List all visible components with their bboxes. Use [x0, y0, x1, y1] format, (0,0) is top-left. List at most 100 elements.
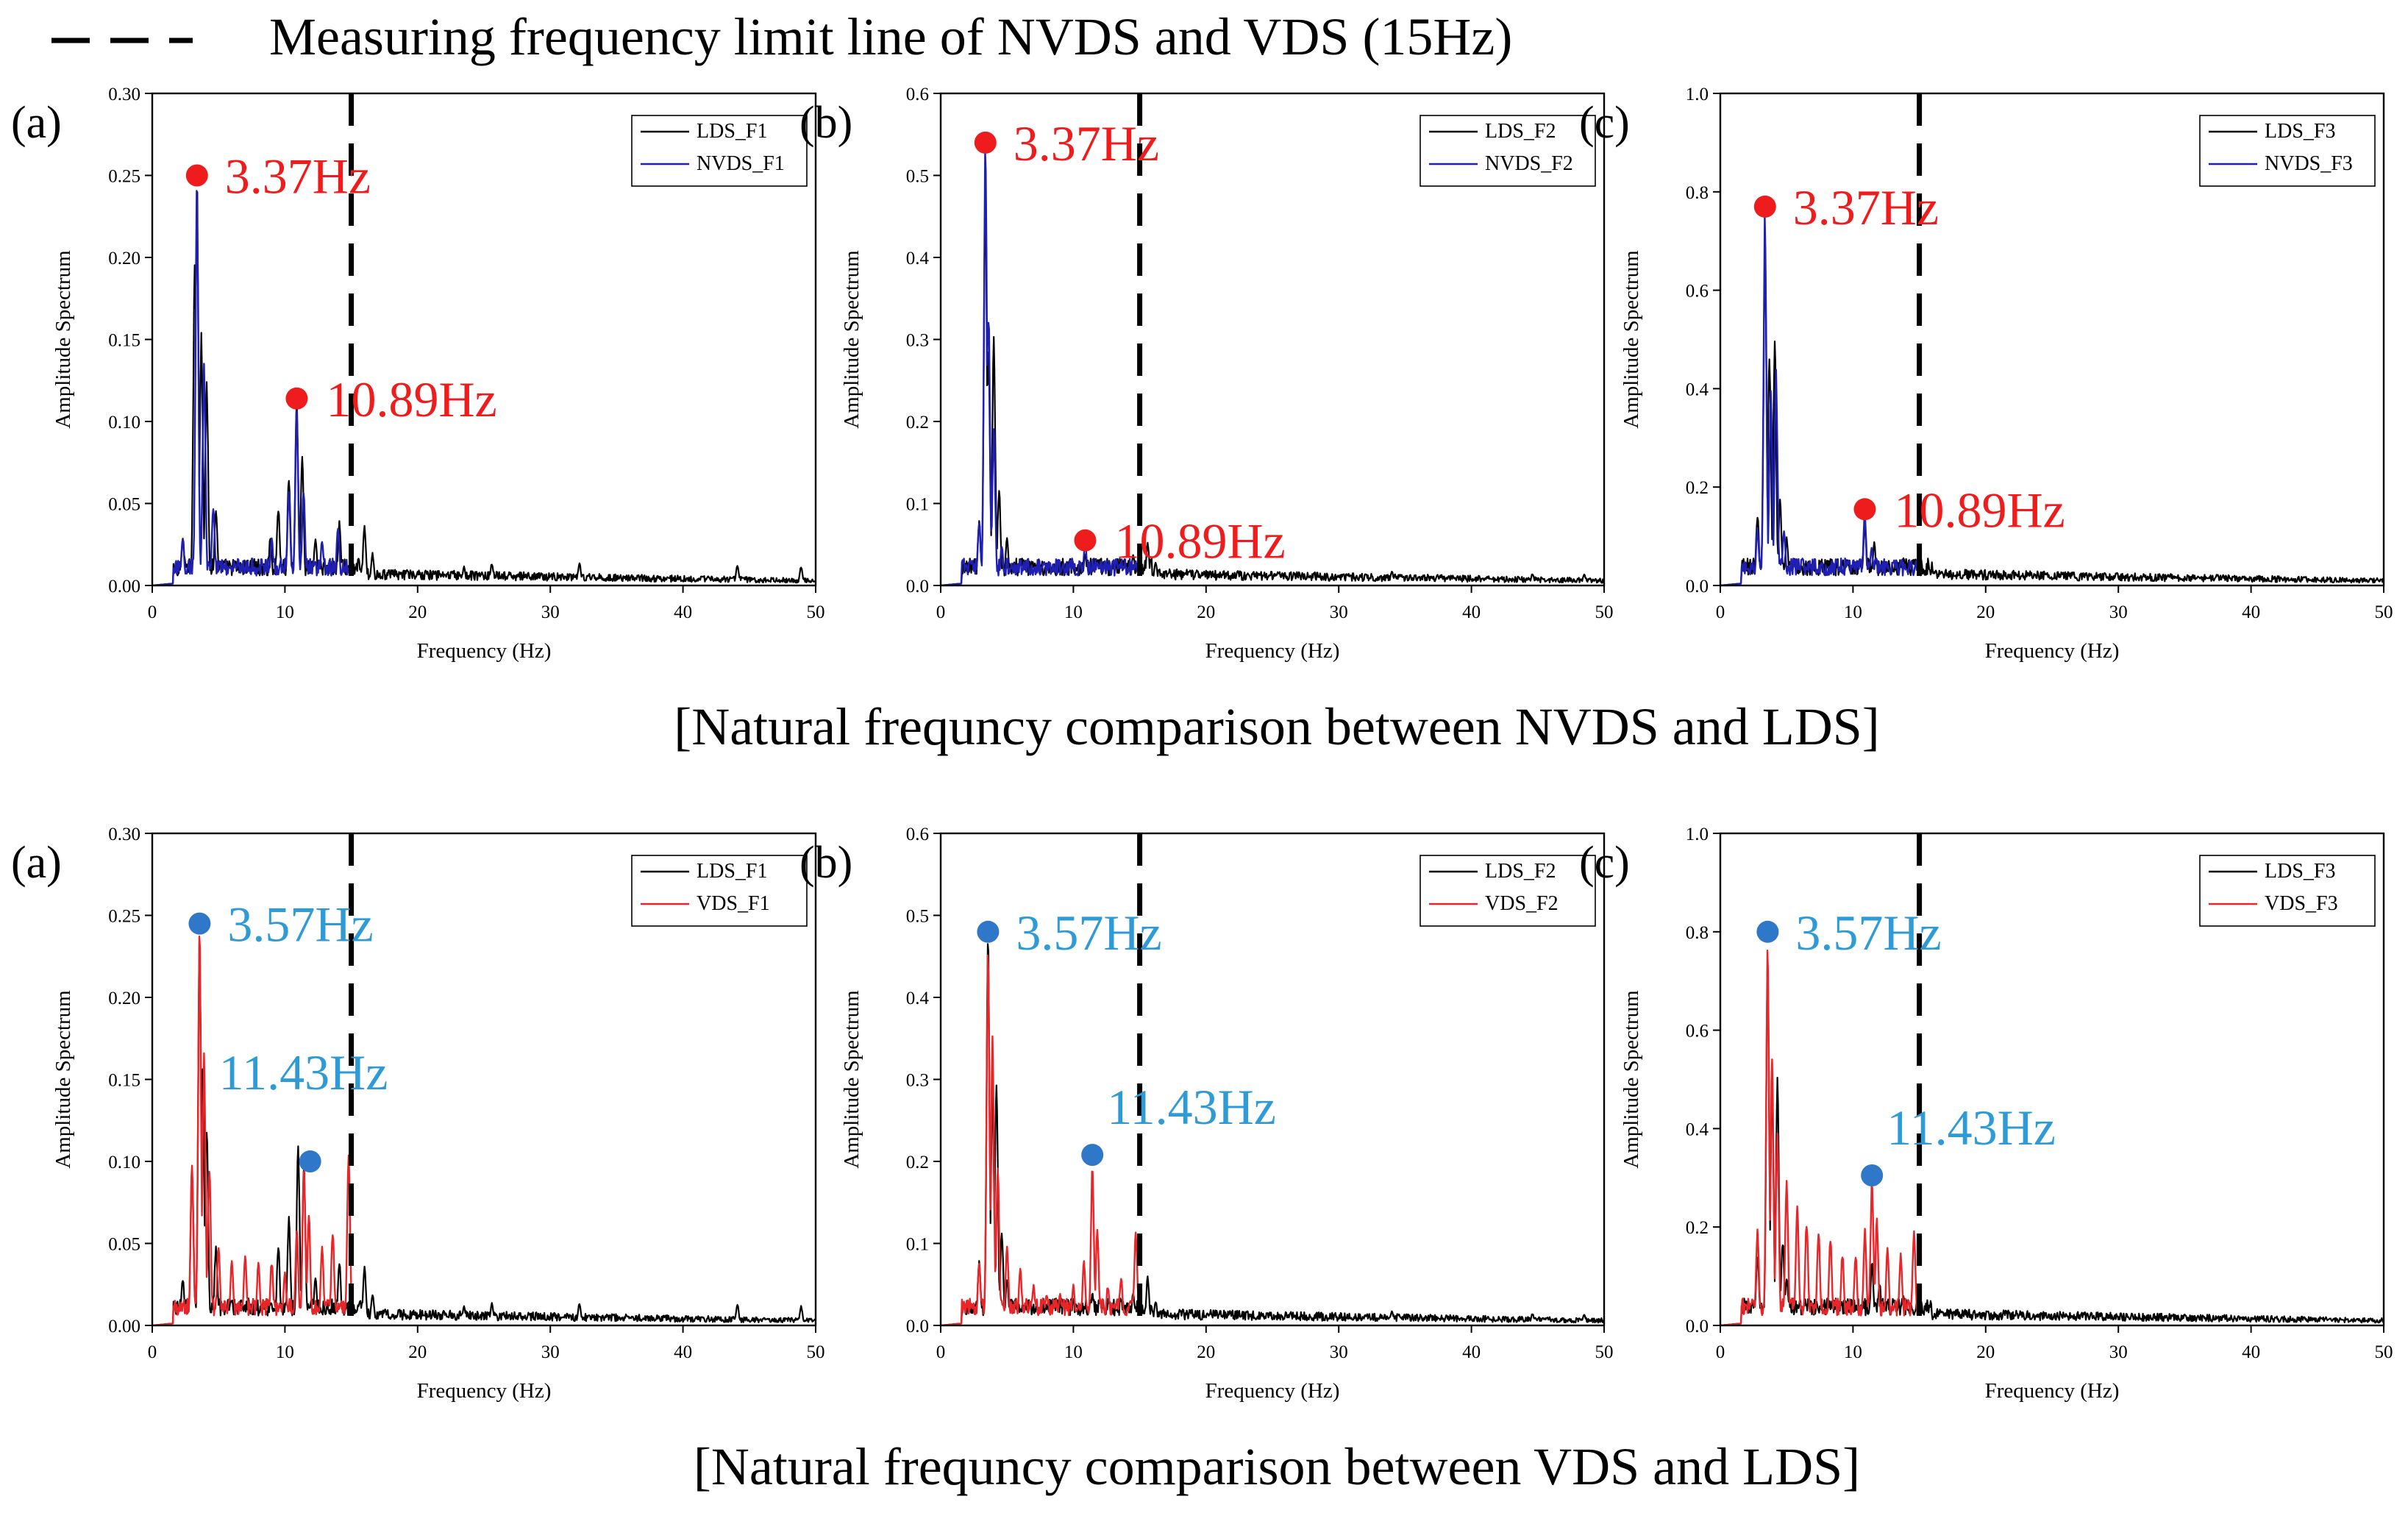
series-group [152, 190, 816, 585]
x-tick-label: 0 [1716, 602, 1725, 622]
x-tick-label: 40 [674, 1342, 692, 1362]
legend-label: LDS_F3 [2265, 860, 2335, 883]
y-axis-label: Amplitude Spectrum [1620, 250, 1643, 429]
y-tick-label: 0.2 [906, 413, 929, 432]
x-tick-label: 0 [936, 602, 946, 622]
chart-panel-nvds-2: (c) 0 10 20 30 40 50 0.0 0.2 0.4 0.6 0.8 1.0 Frequenc… [1579, 85, 2393, 663]
legend-box [1419, 115, 1596, 187]
legend-label: NVDS_F2 [1485, 152, 1573, 175]
peak-marker [299, 1150, 321, 1172]
series-group [1720, 215, 2384, 585]
y-tick-label: 0.30 [108, 825, 140, 844]
chart-panel-nvds-0: (a) 0 10 20 30 40 50 0.00 0.05 0.10 0.15 0.20 0.25 0.… [11, 85, 825, 663]
x-tick-label: 30 [541, 602, 560, 622]
x-tick-label: 30 [1330, 1342, 1348, 1362]
legend-label: VDS_F2 [1485, 892, 1559, 915]
legend-box [1419, 855, 1596, 927]
y-tick-label: 0.0 [1686, 577, 1709, 597]
y-tick-label: 0.4 [1686, 1119, 1709, 1139]
y-tick-label: 0.0 [1686, 1317, 1709, 1336]
series-line-lds-f3 [1720, 969, 2384, 1325]
y-tick-label: 0.4 [906, 989, 930, 1008]
x-tick-label: 50 [2375, 1342, 2393, 1362]
legend-box [2199, 855, 2376, 927]
x-tick-label: 10 [276, 1342, 294, 1362]
row-title-vds-lds: [Natural frequncy comparison between VDS… [694, 1437, 1860, 1496]
x-tick-label: 40 [2242, 602, 2260, 622]
x-tick-label: 40 [674, 602, 692, 622]
series-group [152, 935, 816, 1325]
y-tick-label: 1.0 [1686, 85, 1709, 104]
y-tick-label: 0.5 [906, 907, 929, 927]
y-tick-label: 0.25 [108, 167, 140, 187]
y-tick-label: 1.0 [1686, 825, 1709, 844]
peak-label: 3.57Hz [1795, 905, 1941, 961]
x-axis-label: Frequency (Hz) [1205, 639, 1340, 663]
legend-label: LDS_F2 [1485, 860, 1556, 883]
x-tick-label: 40 [1462, 1342, 1481, 1362]
panel-label: (a) [11, 838, 62, 888]
peak-label: 11.43Hz [1887, 1100, 2056, 1156]
x-tick-label: 50 [807, 1342, 825, 1362]
series-group [1720, 950, 2384, 1325]
x-axis-label: Frequency (Hz) [417, 639, 552, 663]
peak-label: 11.43Hz [219, 1044, 388, 1100]
y-tick-label: 0.6 [1686, 282, 1709, 302]
y-tick-label: 0.5 [906, 167, 929, 187]
x-tick-label: 10 [1064, 1342, 1083, 1362]
x-axis-label: Frequency (Hz) [1205, 1379, 1340, 1403]
legend: LDS_F3 VDS_F3 [2199, 855, 2376, 927]
plot-frame [1719, 832, 2385, 1327]
y-tick-label: 0.1 [906, 495, 929, 515]
y-tick-label: 0.6 [906, 825, 929, 844]
y-tick-label: 0.05 [108, 1235, 140, 1255]
peak-marker [1756, 920, 1779, 943]
x-tick-label: 50 [807, 602, 825, 622]
x-tick-label: 20 [408, 602, 427, 622]
x-tick-label: 50 [1595, 602, 1614, 622]
limit-line-legend-label: Measuring frequency limit line of NVDS a… [269, 7, 1512, 66]
x-tick-label: 0 [148, 1342, 157, 1362]
x-tick-label: 30 [2109, 1342, 2128, 1362]
y-tick-label: 0.2 [1686, 1218, 1709, 1238]
y-axis-label: Amplitude Spectrum [51, 250, 75, 429]
y-tick-label: 0.10 [108, 413, 140, 432]
legend-label: VDS_F3 [2265, 892, 2338, 915]
peak-label: 10.89Hz [1114, 513, 1285, 569]
chart-panel-vds-1: (b) 0 10 20 30 40 50 0.0 0.1 0.2 0.3 0.4 0.5 0.6 Frequ… [799, 825, 1614, 1403]
peak-marker [285, 387, 308, 410]
y-tick-label: 0.10 [108, 1153, 140, 1172]
legend-label: LDS_F3 [2265, 120, 2335, 143]
plot-frame [1719, 92, 2385, 587]
y-tick-label: 0.15 [108, 1071, 140, 1091]
x-tick-label: 20 [1197, 1342, 1215, 1362]
x-tick-label: 40 [2242, 1342, 2260, 1362]
x-tick-label: 30 [2109, 602, 2128, 622]
peak-marker [977, 920, 1000, 943]
y-tick-label: 0.00 [108, 1317, 140, 1336]
legend-box [631, 115, 808, 187]
row-title-nvds-lds: [Natural frequncy comparison between NVD… [674, 697, 1880, 756]
x-tick-label: 10 [276, 602, 294, 622]
peak-marker [1753, 195, 1776, 218]
limit-line-legend: Measuring frequency limit line of NVDS a… [51, 7, 1512, 66]
x-axis-label: Frequency (Hz) [1985, 639, 2120, 663]
x-tick-label: 20 [1197, 602, 1215, 622]
chart-panel-vds-2: (c) 0 10 20 30 40 50 0.0 0.2 0.4 0.6 0.8 1.0 Frequenc… [1579, 825, 2393, 1403]
y-tick-label: 0.8 [1686, 923, 1709, 943]
x-tick-label: 0 [936, 1342, 946, 1362]
panel-label: (c) [1579, 838, 1630, 888]
legend: LDS_F1 NVDS_F1 [631, 115, 808, 187]
y-tick-label: 0.1 [906, 1235, 929, 1255]
peak-label: 3.37Hz [1793, 179, 1939, 235]
y-tick-label: 0.30 [108, 85, 140, 104]
chart-panel-nvds-1: (b) 0 10 20 30 40 50 0.0 0.1 0.2 0.3 0.4 0.5 0.6 Frequ… [799, 85, 1614, 663]
x-tick-label: 0 [1716, 1342, 1725, 1362]
series-group [941, 943, 1604, 1325]
y-tick-label: 0.05 [108, 495, 140, 515]
x-axis-label: Frequency (Hz) [1985, 1379, 2120, 1403]
series-group [941, 151, 1604, 585]
y-tick-label: 0.00 [108, 577, 140, 597]
y-tick-label: 0.3 [906, 1071, 929, 1091]
